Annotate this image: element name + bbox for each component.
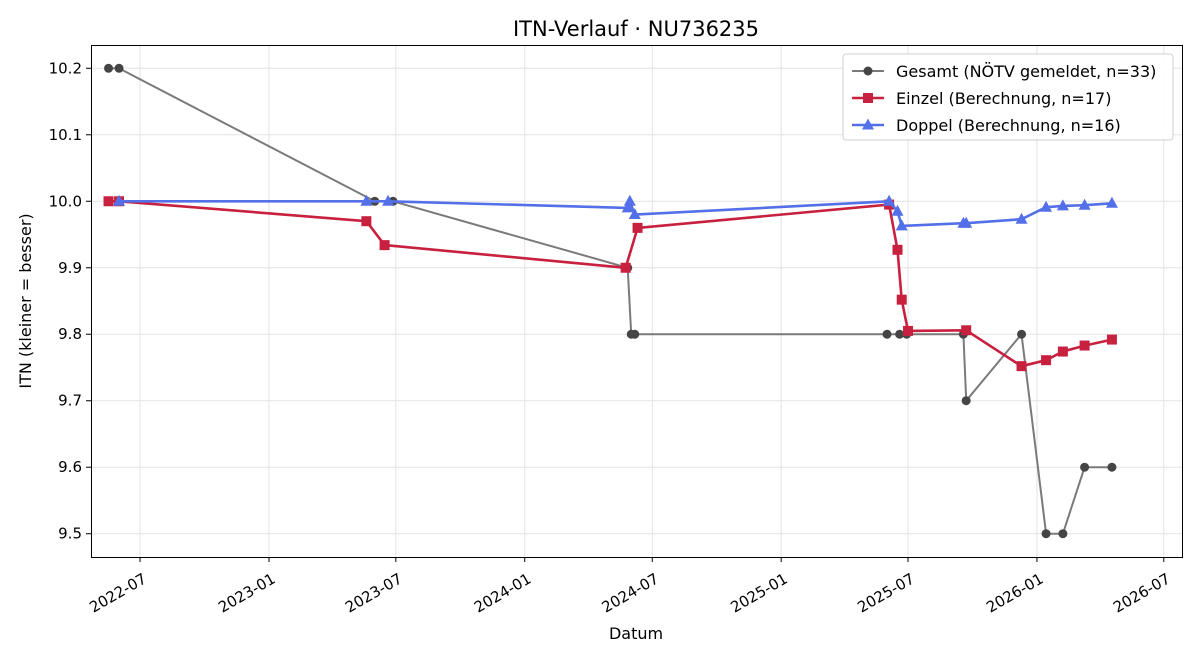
data-point-einzel <box>892 244 903 255</box>
data-point-gesamt <box>882 329 892 339</box>
legend-label: Doppel (Berechnung, n=16) <box>896 116 1121 135</box>
data-point-doppel <box>628 208 641 220</box>
legend-label: Gesamt (NÖTV gemeldet, n=33) <box>896 62 1156 81</box>
y-tick-label: 9.9 <box>58 259 82 277</box>
data-point-doppel <box>1015 212 1028 224</box>
x-tick-label: 2023-01 <box>215 570 278 617</box>
data-point-gesamt <box>1041 529 1051 539</box>
data-point-einzel <box>1041 355 1052 366</box>
data-point-doppel <box>360 194 373 206</box>
data-point-gesamt <box>1080 462 1090 472</box>
data-point-gesamt <box>630 329 640 339</box>
axes: 2022-07 2023-01 2023-07 2024-01 2024-07 2025-… <box>49 59 1174 616</box>
x-tick-label: 2025-07 <box>854 570 917 617</box>
x-tick-label: 2024-07 <box>599 570 662 617</box>
data-point-doppel <box>960 216 973 228</box>
data-point-doppel <box>1078 198 1091 210</box>
legend-label: Einzel (Berechnung, n=17) <box>896 89 1111 108</box>
data-point-gesamt <box>114 63 124 73</box>
data-point-doppel <box>883 194 896 206</box>
data-point-doppel <box>382 194 395 206</box>
y-tick-label: 10.0 <box>49 192 82 210</box>
legend-marker <box>862 118 874 130</box>
data-point-einzel <box>1079 340 1090 351</box>
data-point-gesamt <box>104 63 114 73</box>
data-point-einzel <box>103 196 114 207</box>
data-point-einzel <box>903 325 914 336</box>
data-point-doppel <box>113 194 126 206</box>
data-point-doppel <box>623 194 636 206</box>
x-tick-label: 2023-07 <box>342 570 405 617</box>
y-tick-label: 10.2 <box>49 59 82 77</box>
y-tick-label: 9.5 <box>58 525 82 543</box>
data-point-einzel <box>1057 346 1068 357</box>
data-point-doppel <box>1056 199 1069 211</box>
x-axis-label: Datum <box>609 624 663 643</box>
data-point-einzel <box>961 325 972 336</box>
data-series <box>103 63 1118 539</box>
x-tick-label: 2024-01 <box>471 570 534 617</box>
data-point-einzel <box>1016 361 1027 372</box>
legend-marker <box>863 66 873 76</box>
data-point-einzel <box>620 262 631 273</box>
y-axis-label: ITN (kleiner = besser) <box>16 213 35 388</box>
series-doppel <box>113 194 1118 231</box>
series-line-einzel <box>108 200 1113 368</box>
data-point-gesamt <box>1017 329 1027 339</box>
data-point-gesamt <box>895 329 905 339</box>
data-point-doppel <box>1105 196 1118 208</box>
legend: Gesamt (NÖTV gemeldet, n=33) Einzel (Bere… <box>842 53 1174 141</box>
x-tick-label: 2022-07 <box>86 570 149 617</box>
data-point-gesamt <box>1107 462 1117 472</box>
data-point-einzel <box>379 240 390 251</box>
x-tick-label: 2026-01 <box>983 570 1046 617</box>
chart-title: ITN-Verlauf · NU736235 <box>513 17 759 41</box>
legend-item-einzel: Einzel (Berechnung, n=17) <box>852 89 1111 108</box>
x-tick-label: 2025-01 <box>728 570 791 617</box>
data-point-doppel <box>1040 200 1053 212</box>
legend-item-doppel: Doppel (Berechnung, n=16) <box>852 116 1121 135</box>
y-tick-label: 10.1 <box>49 126 82 144</box>
data-point-doppel <box>891 204 904 216</box>
data-point-doppel <box>621 201 634 213</box>
data-point-einzel <box>632 222 643 233</box>
legend-item-gesamt: Gesamt (NÖTV gemeldet, n=33) <box>852 62 1156 81</box>
y-tick-label: 9.7 <box>58 392 82 410</box>
x-tick-label: 2026-07 <box>1110 570 1173 617</box>
series-line-doppel <box>119 200 1112 228</box>
legend-marker <box>863 93 873 103</box>
plot-frame <box>91 45 1183 558</box>
data-point-einzel <box>896 294 907 305</box>
y-tick-label: 9.8 <box>58 325 82 343</box>
data-point-einzel <box>1106 334 1117 345</box>
data-point-einzel <box>361 216 372 227</box>
data-point-gesamt <box>961 396 971 406</box>
data-point-doppel <box>895 219 908 231</box>
legend-box <box>842 53 1174 141</box>
y-tick-label: 9.6 <box>58 458 82 476</box>
data-point-gesamt <box>1058 529 1068 539</box>
series-gesamt <box>104 63 1117 539</box>
